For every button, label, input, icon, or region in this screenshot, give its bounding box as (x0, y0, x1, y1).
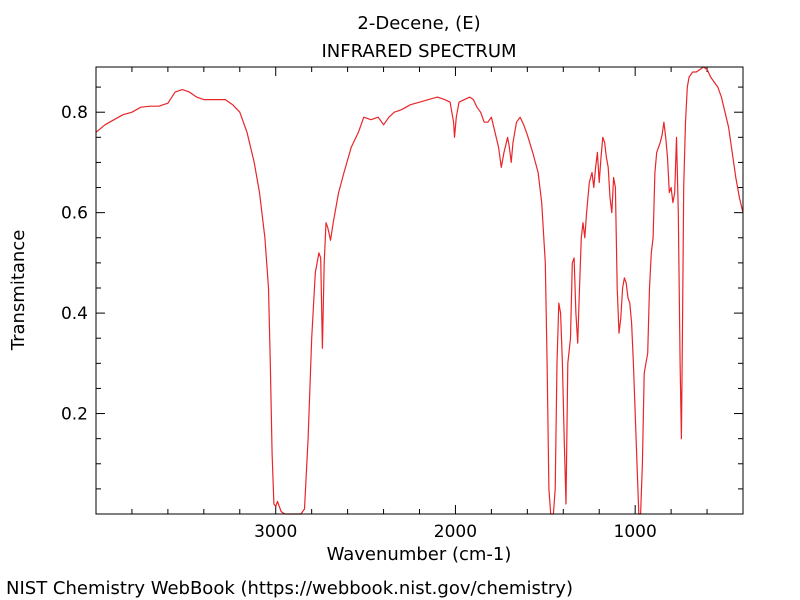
y-tick-label: 0.8 (61, 103, 88, 123)
x-tick-label: 3000 (254, 522, 297, 542)
y-tick-label: 0.6 (61, 204, 88, 224)
x-tick-label: 2000 (434, 522, 477, 542)
x-tick-label: 1000 (614, 522, 657, 542)
y-tick-label: 0.4 (61, 304, 88, 324)
chart-title: 2-Decene, (E) (357, 13, 480, 34)
source-footer: NIST Chemistry WebBook (https://webbook.… (6, 578, 573, 599)
chart-subtitle: INFRARED SPECTRUM (321, 41, 516, 62)
y-axis-label: Transmitance (8, 230, 29, 352)
x-axis-label: Wavenumber (cm-1) (327, 544, 512, 565)
y-tick-label: 0.2 (61, 405, 88, 425)
spectrum-line (95, 66, 744, 515)
plot-frame (95, 66, 744, 515)
plot-area (95, 66, 744, 515)
